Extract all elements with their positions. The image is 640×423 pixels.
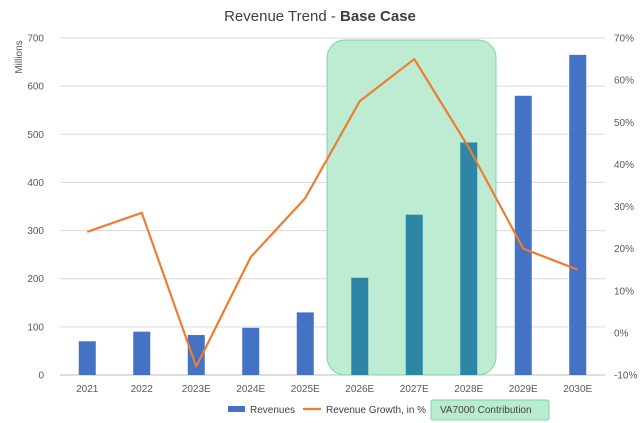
y-tick-label: 300 — [27, 226, 44, 237]
x-tick-label: 2024E — [236, 384, 265, 395]
x-tick-label: 2026E — [345, 384, 374, 395]
revenue-bar — [460, 142, 478, 375]
legend-label-highlight: VA7000 Contribution — [440, 405, 532, 416]
x-tick-label: 2025E — [291, 384, 320, 395]
y-tick-label: 700 — [27, 34, 44, 45]
y-tick-label: 400 — [27, 178, 44, 189]
y2-tick-label: 30% — [614, 202, 634, 213]
revenue-bar — [187, 335, 205, 375]
legend-label-growth: Revenue Growth, in % — [326, 405, 426, 416]
y-axis-label: Millions — [14, 40, 25, 73]
x-tick-label: 2030E — [563, 384, 592, 395]
y2-tick-label: 0% — [614, 328, 629, 339]
y2-tick-label: 60% — [614, 76, 634, 87]
y2-tick-label: 20% — [614, 244, 634, 255]
revenue-bar — [405, 214, 423, 375]
y-axis-ticks: 0 100 200 300 400 500 600 700 — [27, 34, 44, 382]
x-tick-label: 2028E — [454, 384, 483, 395]
y2-tick-label: 50% — [614, 118, 634, 129]
revenue-bar — [351, 277, 369, 375]
legend-label-revenues: Revenues — [250, 405, 295, 416]
revenue-bar — [78, 341, 96, 375]
y2-tick-label: 40% — [614, 160, 634, 171]
revenue-bar — [514, 95, 532, 376]
x-tick-label: 2021 — [76, 384, 99, 395]
growth-line — [86, 57, 579, 368]
y-tick-label: 500 — [27, 130, 44, 141]
x-tick-label: 2022 — [131, 384, 154, 395]
growth-line-path — [86, 57, 579, 368]
chart-title: Revenue Trend - Base Case — [224, 8, 416, 25]
legend-swatch-revenues — [228, 406, 245, 412]
x-tick-label: 2029E — [509, 384, 538, 395]
y-tick-label: 600 — [27, 82, 44, 93]
revenue-bar — [296, 312, 314, 375]
y-tick-label: 0 — [38, 371, 44, 382]
y-tick-label: 100 — [27, 322, 44, 333]
chart-title-emphasis: Base Case — [340, 8, 416, 25]
x-tick-label: 2023E — [182, 384, 211, 395]
legend-swatch-highlight — [430, 399, 550, 421]
y2-tick-label: 70% — [614, 34, 634, 45]
revenue-bar — [133, 331, 151, 375]
x-tick-label: 2027E — [400, 384, 429, 395]
revenue-bars — [78, 54, 587, 376]
legend: Revenues Revenue Growth, in % VA7000 Contr… — [228, 399, 550, 421]
x-axis-ticks: 2021 2022 2023E 2024E 2025E 2026E 2027E 2028E 20… — [76, 384, 592, 395]
revenue-bar — [242, 327, 260, 375]
y2-tick-label: -10% — [614, 371, 637, 382]
y-tick-label: 200 — [27, 274, 44, 285]
y2-axis-ticks: -10% 0% 10% 20% 30% 40% 50% 60% 70% — [614, 34, 637, 382]
y2-tick-label: 10% — [614, 286, 634, 297]
revenue-bar — [569, 54, 587, 375]
